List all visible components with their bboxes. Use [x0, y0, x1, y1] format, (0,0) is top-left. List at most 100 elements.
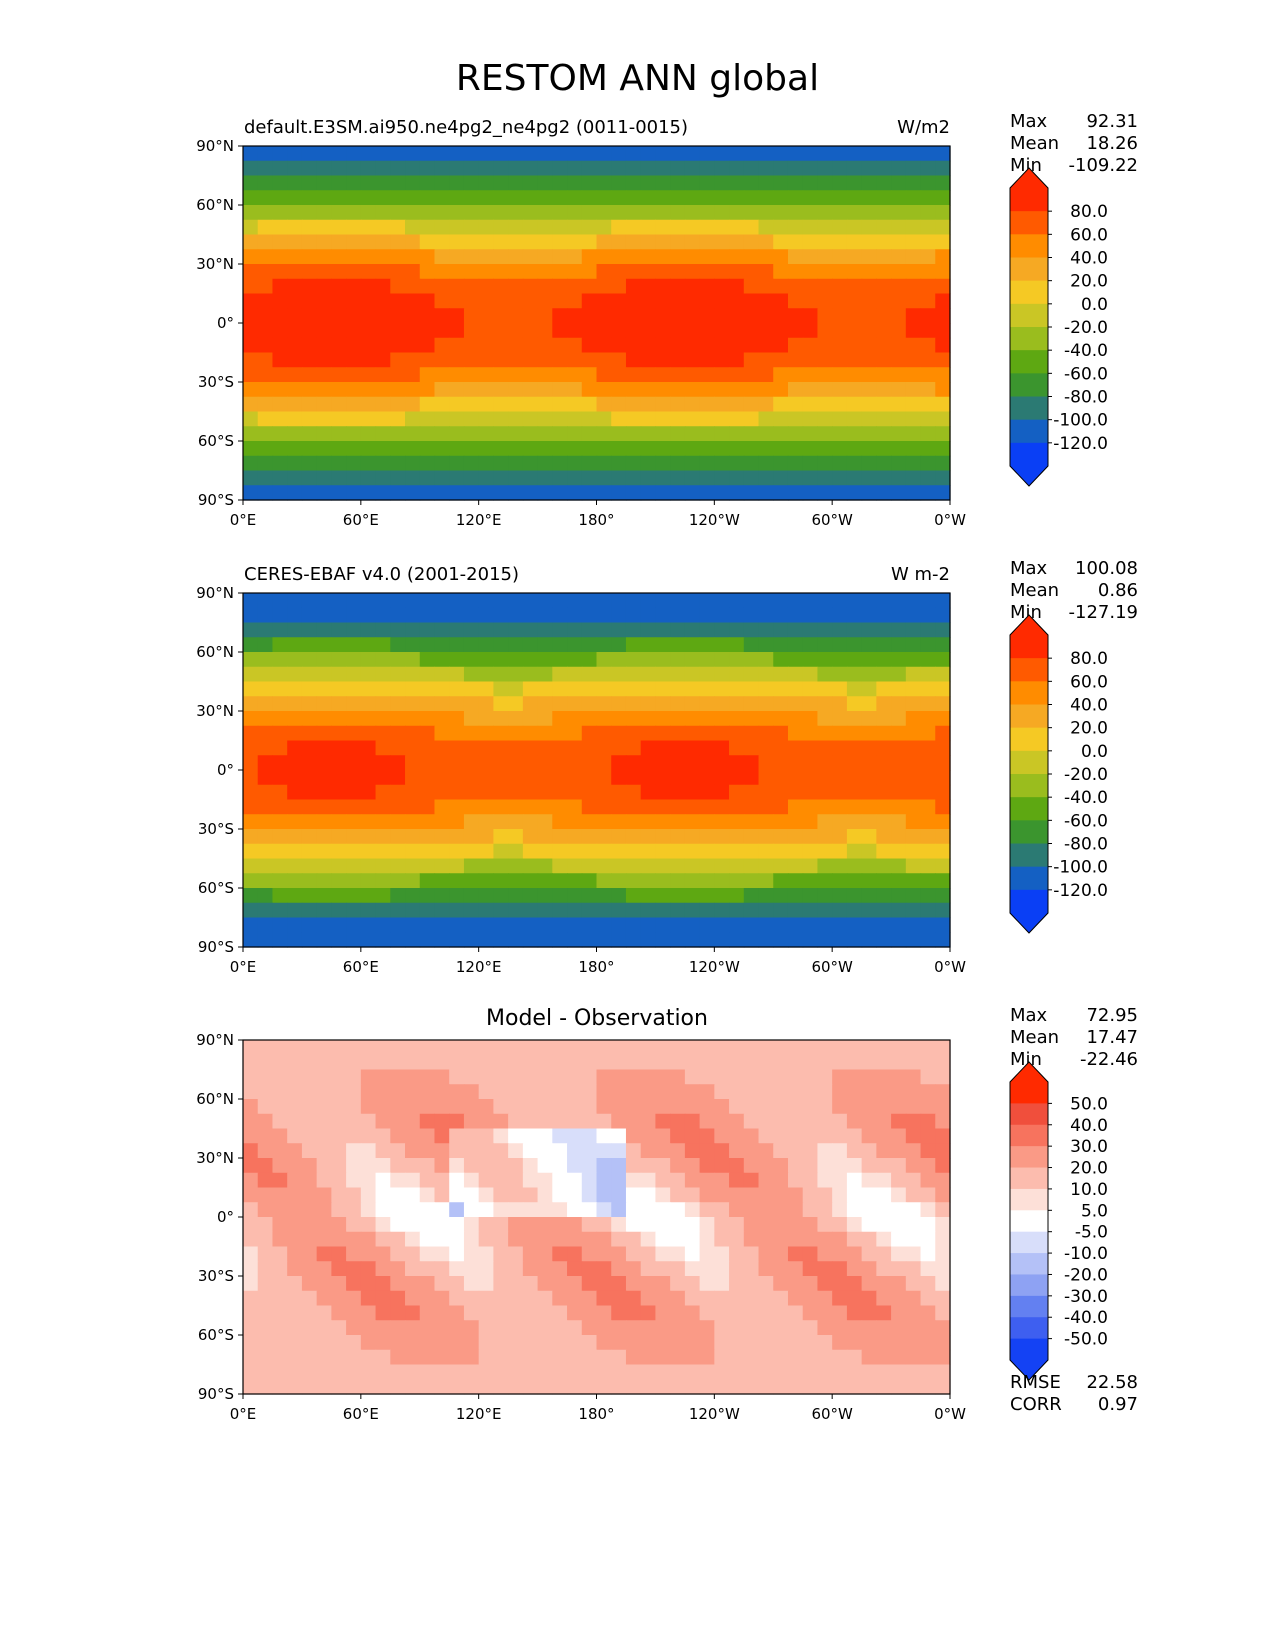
x-tick-label: 0°E [230, 511, 257, 529]
heatmap-cell [743, 205, 760, 221]
heatmap-cell [787, 888, 804, 904]
heatmap-cell [787, 1349, 804, 1366]
heatmap-cell [537, 160, 553, 177]
heatmap-cell [581, 932, 598, 948]
heatmap-cell [419, 485, 436, 501]
heatmap-cell [552, 1335, 568, 1351]
heatmap-cell [935, 1128, 951, 1144]
heatmap-cell [905, 1084, 922, 1100]
heatmap-cell [581, 1202, 598, 1218]
heatmap-cell [787, 1187, 804, 1203]
heatmap-cell [390, 1261, 406, 1277]
heatmap-cell [346, 205, 362, 221]
heatmap-cell [758, 426, 774, 442]
heatmap-cell [272, 681, 288, 697]
heatmap-cell [552, 175, 568, 191]
heatmap-cell [375, 932, 391, 948]
heatmap-cell [287, 337, 303, 354]
heatmap-cell [714, 637, 730, 653]
heatmap-cell [331, 696, 347, 712]
heatmap-cell [876, 146, 892, 162]
heatmap-cell [463, 1305, 480, 1321]
heatmap-cell [243, 1305, 259, 1321]
heatmap-cell [640, 1187, 657, 1203]
heatmap-cell [670, 1187, 686, 1203]
heatmap-cell [611, 696, 627, 712]
heatmap-cell [625, 888, 642, 904]
heatmap-cell [935, 932, 951, 948]
heatmap-cell [743, 740, 760, 756]
heatmap-cell [655, 1379, 671, 1395]
heatmap-cell [478, 411, 494, 427]
heatmap-cell [537, 696, 553, 712]
heatmap-cell [567, 1217, 583, 1233]
heatmap-cell [935, 1158, 951, 1174]
heatmap-cell [655, 711, 671, 727]
colorbar-label: 20.0 [1070, 272, 1108, 292]
heatmap-cell [567, 1246, 583, 1262]
heatmap-cell [493, 1172, 509, 1189]
heatmap-cell [316, 637, 332, 653]
heatmap-cell [832, 441, 848, 457]
heatmap-cell [861, 1069, 877, 1085]
corr-value: 0.97 [1097, 1394, 1138, 1415]
heatmap-cell [758, 1054, 774, 1071]
heatmap-cell [419, 441, 436, 457]
heatmap-cell [508, 352, 524, 368]
heatmap-cell [493, 622, 509, 638]
heatmap-cell [243, 888, 259, 904]
heatmap-cell [729, 1084, 745, 1100]
heatmap-cell [243, 1335, 259, 1351]
heatmap-cell [405, 799, 421, 815]
heatmap-cell [537, 711, 553, 727]
heatmap-cell [581, 873, 598, 889]
heatmap-cell [346, 1040, 362, 1056]
heatmap-cell [802, 1113, 819, 1130]
heatmap-cell [449, 441, 465, 457]
heatmap-cell [596, 1128, 612, 1144]
heatmap-cell [684, 696, 701, 712]
colorbar-outline [1009, 614, 1049, 934]
heatmap-cell [802, 1202, 819, 1218]
heatmap-cell [905, 249, 922, 265]
heatmap-cell [611, 770, 627, 786]
heatmap-cell [463, 455, 480, 472]
heatmap-cell [905, 1040, 922, 1056]
heatmap-cell [920, 740, 936, 756]
stat-label-max: Max [1010, 1005, 1048, 1026]
heatmap-cell [935, 1379, 951, 1395]
heatmap-cell [625, 652, 642, 668]
heatmap-cell [817, 1113, 833, 1130]
heatmap-cell [508, 234, 524, 250]
heatmap-cell [508, 278, 524, 295]
heatmap-cell [640, 755, 657, 771]
heatmap-cell [257, 1054, 274, 1071]
heatmap-cell [758, 652, 774, 668]
heatmap-cell [787, 666, 804, 683]
heatmap-cell [670, 337, 686, 354]
heatmap-cell [891, 1246, 907, 1262]
heatmap-cell [846, 917, 863, 933]
heatmap-cell [287, 917, 303, 933]
heatmap-cell [463, 1099, 480, 1115]
heatmap-cell [802, 264, 819, 280]
heatmap-cell [390, 1069, 406, 1085]
heatmap-cell [596, 1217, 612, 1233]
heatmap-cell [272, 205, 288, 221]
heatmap-cell [655, 1202, 671, 1218]
heatmap-cell [640, 1143, 657, 1159]
heatmap-cell [625, 814, 642, 830]
heatmap-cell [758, 902, 774, 919]
heatmap-cell [375, 234, 391, 250]
heatmap-cell [758, 1113, 774, 1130]
heatmap-cell [316, 1290, 332, 1307]
heatmap-cell [478, 932, 494, 948]
heatmap-cell [640, 799, 657, 815]
heatmap-cell [522, 622, 539, 638]
heatmap-cell [920, 1069, 936, 1085]
heatmap-cell [522, 470, 539, 486]
heatmap-cell [891, 696, 907, 712]
heatmap-cell [463, 888, 480, 904]
heatmap-cell [891, 784, 907, 801]
heatmap-cell [787, 622, 804, 638]
